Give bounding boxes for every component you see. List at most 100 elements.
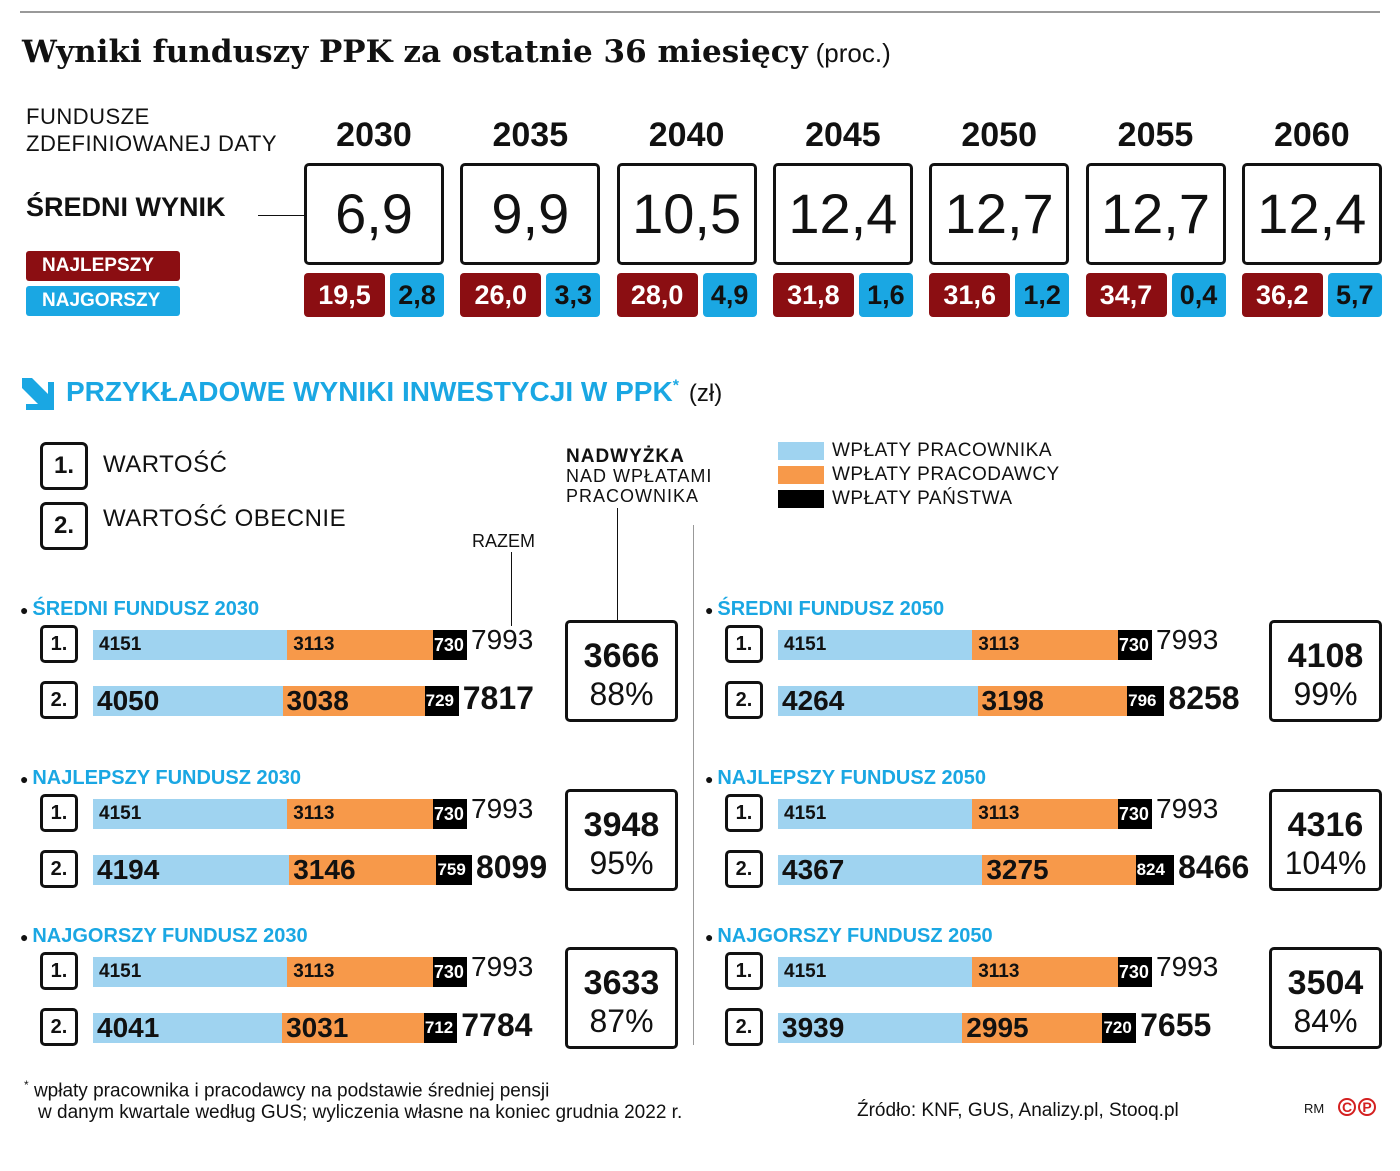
surplus-connector: [617, 508, 618, 620]
best-value: 31,6: [929, 273, 1011, 317]
bar-segment-state: 712: [423, 1013, 458, 1043]
bar-total: 7817: [462, 680, 534, 716]
legend-swatch-employee: [778, 442, 824, 460]
footnote-line2: w danym kwartale według GUS; wyliczenia …: [38, 1102, 683, 1124]
surplus-value: 3666: [583, 637, 660, 675]
surplus-box: 3633 87%: [565, 947, 678, 1049]
row-number-box: 2.: [725, 850, 763, 888]
surplus-box: 4108 99%: [1269, 620, 1382, 722]
legend-state: WPŁATY PAŃSTWA: [832, 488, 1013, 509]
bar-total: 7993: [471, 624, 534, 655]
surplus-percent: 95%: [589, 845, 654, 881]
footnote-mark: *: [24, 1078, 29, 1092]
row-number-box: 2.: [40, 1008, 78, 1046]
worst-value: 0,4: [1171, 273, 1226, 317]
year-label: 2030: [336, 116, 412, 154]
row-number-box: 1.: [725, 625, 763, 663]
surplus-percent: 104%: [1284, 845, 1367, 881]
funds-label: FUNDUSZE ZDEFINIOWANEJ DATY: [26, 104, 277, 156]
avg-connector: [258, 215, 304, 216]
bar-total: 8258: [1168, 680, 1240, 716]
best-tag: NAJLEPSZY: [26, 251, 180, 281]
row-number-box: 1.: [725, 952, 763, 990]
page-title: Wyniki funduszy PPK za ostatnie 36 miesi…: [22, 34, 891, 70]
avg-value-box: 12,7: [1085, 163, 1226, 265]
best-value: 36,2: [1241, 273, 1323, 317]
bar-total: 7784: [461, 1007, 533, 1043]
row-number-box: 2.: [725, 681, 763, 719]
bar-segment-employee: 4194: [93, 855, 290, 885]
surplus-value: 3948: [583, 806, 660, 844]
bar-segment-employee: 4041: [93, 1013, 283, 1043]
row-number-box: 1.: [725, 794, 763, 832]
surplus-value: 4108: [1287, 637, 1364, 675]
surplus-percent: 84%: [1293, 1003, 1358, 1039]
worst-value: 3,3: [546, 273, 601, 317]
surplus-percent: 99%: [1293, 676, 1358, 712]
section-asterisk: *: [672, 377, 679, 395]
footnote: * wpłaty pracownika i pracodawcy na pods…: [24, 1078, 682, 1124]
bar-segment-employer: 3198: [977, 686, 1128, 716]
surplus-box: 4316 104%: [1269, 789, 1382, 891]
footnote-line1: wpłaty pracownika i pracodawcy na podsta…: [33, 1080, 550, 1102]
column-divider: [693, 525, 694, 1045]
surplus-label: NADWYŻKA: [566, 446, 685, 467]
legend-swatch-state: [778, 490, 824, 508]
bar-segment-state: 796: [1127, 686, 1165, 716]
bar-segment-state: 730: [432, 957, 468, 987]
bar-segment-employee: 4264: [778, 686, 978, 716]
worst-value: 1,6: [858, 273, 913, 317]
title-unit: (proc.): [815, 38, 891, 68]
legend-swatch-employer: [778, 466, 824, 484]
avg-value-box: 12,4: [1241, 163, 1382, 265]
group-label: NAJLEPSZY FUNDUSZ 2030: [20, 767, 301, 790]
surplus-sub: NAD WPŁATAMI PRACOWNIKA: [566, 466, 713, 506]
year-label: 2040: [648, 116, 725, 154]
year-label: 2050: [961, 116, 1037, 154]
bar-segment-state: 730: [1117, 630, 1153, 660]
best-value: 26,0: [460, 273, 542, 317]
worst-value: 4,9: [702, 273, 757, 317]
surplus-box: 3948 95%: [565, 789, 678, 891]
year-label: 2045: [805, 116, 881, 154]
surplus-percent: 88%: [589, 676, 654, 712]
bar-segment-employee: 4151: [93, 799, 288, 829]
bar-segment-employer: 3113: [287, 799, 433, 829]
legend-value: WARTOŚĆ: [103, 451, 228, 478]
group-label: NAJGORSZY FUNDUSZ 2030: [20, 925, 307, 948]
top-rule: [20, 11, 1380, 13]
credit: RM: [1304, 1101, 1325, 1116]
bar-segment-employee: 4367: [778, 855, 983, 885]
bar-segment-employer: 3275: [982, 855, 1136, 885]
surplus-value: 3633: [583, 964, 660, 1002]
bar-total: 8466: [1178, 849, 1250, 885]
avg-value-box: 10,5: [616, 163, 757, 265]
bar-segment-state: 824: [1135, 855, 1175, 885]
total-connector: [511, 552, 512, 626]
bar-segment-employer: 3113: [287, 630, 433, 660]
total-label: RAZEM: [472, 531, 535, 551]
arrow-icon: [20, 376, 56, 412]
group-label: NAJGORSZY FUNDUSZ 2050: [705, 925, 992, 948]
row-number-box: 2.: [40, 850, 78, 888]
surplus-box: 3666 88%: [565, 620, 678, 722]
surplus-percent: 87%: [589, 1003, 654, 1039]
legend-employee: WPŁATY PRACOWNIKA: [832, 440, 1052, 461]
legend-num-2: 2.: [40, 502, 88, 550]
source: Źródło: KNF, GUS, Analizy.pl, Stooq.pl: [857, 1100, 1179, 1121]
legend-value-now: WARTOŚĆ OBECNIE: [103, 505, 347, 532]
section-title: PRZYKŁADOWE WYNIKI INWESTYCJI W PPK* (zł): [66, 376, 722, 408]
surplus-box: 3504 84%: [1269, 947, 1382, 1049]
worst-value: 1,2: [1015, 273, 1070, 317]
bar-segment-employee: 3939: [778, 1013, 963, 1043]
bar-segment-employee: 4151: [778, 630, 973, 660]
bar-segment-state: 759: [436, 855, 472, 885]
avg-value-box: 9,9: [460, 163, 601, 265]
bar-segment-employee: 4151: [93, 630, 288, 660]
surplus-value: 3504: [1287, 964, 1364, 1002]
worst-value: 5,7: [1327, 273, 1382, 317]
bar-total: 7993: [1156, 793, 1219, 824]
legend-num-1: 1.: [40, 442, 88, 490]
best-value: 31,8: [772, 273, 854, 317]
